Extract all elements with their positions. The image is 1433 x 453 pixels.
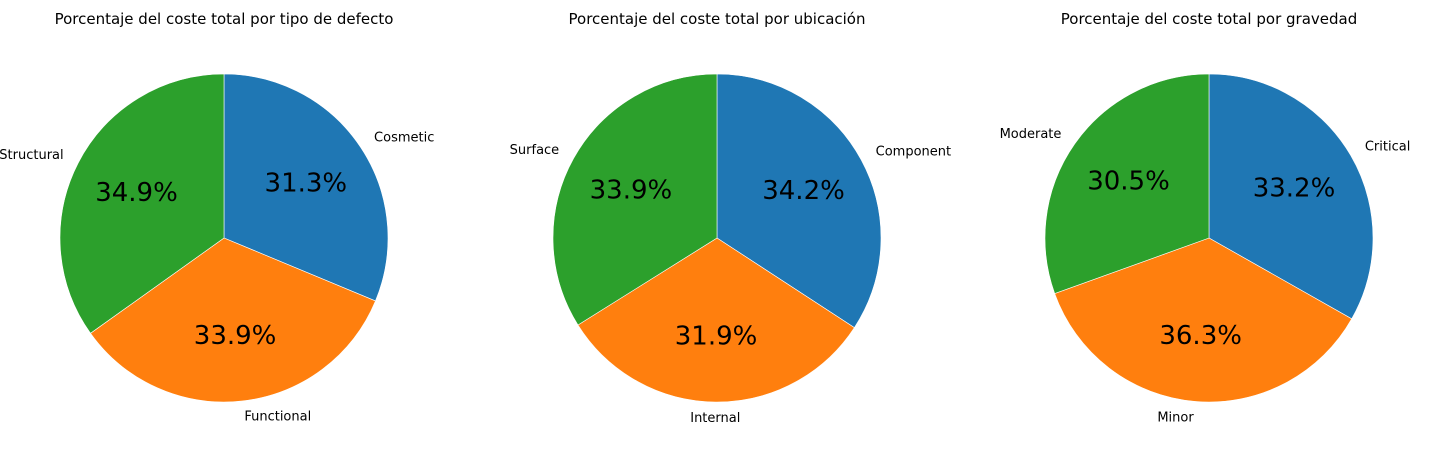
pie-percent-label: 34.9% xyxy=(95,178,178,208)
pie-slice-structural xyxy=(59,73,225,334)
pie-category-label: Functional xyxy=(244,410,311,425)
pie-percent-label: 31.3% xyxy=(265,168,348,198)
pie-category-label: Cosmetic xyxy=(374,130,434,145)
pie-chart-severity: Porcentaje del coste total por gravedad … xyxy=(1000,10,1411,425)
pie-slice-cosmetic xyxy=(223,73,389,302)
pie-slice-component xyxy=(716,73,882,329)
pie-percent-label: 31.9% xyxy=(675,321,758,351)
chart-title: Porcentaje del coste total por tipo de d… xyxy=(55,10,394,28)
pie-percent-label: 30.5% xyxy=(1087,166,1170,196)
pie-chart-location: Porcentaje del coste total por ubicación… xyxy=(510,10,951,426)
pie-slice-minor xyxy=(1054,237,1353,403)
chart-title: Porcentaje del coste total por gravedad xyxy=(1061,10,1357,28)
pie-category-label: Structural xyxy=(0,148,64,163)
pie-category-label: Moderate xyxy=(1000,127,1062,142)
pie-percent-label: 33.2% xyxy=(1253,173,1336,203)
pie-category-label: Minor xyxy=(1157,410,1194,425)
pie-slice-critical xyxy=(1208,73,1374,320)
pie-percent-label: 33.9% xyxy=(590,175,673,205)
pie-chart-defect-type: Porcentaje del coste total por tipo de d… xyxy=(0,10,434,425)
pie-category-label: Internal xyxy=(690,411,740,426)
pie-slice-surface xyxy=(552,73,718,326)
pie-category-label: Critical xyxy=(1365,140,1410,155)
pie-percent-label: 33.9% xyxy=(194,321,277,351)
chart-title: Porcentaje del coste total por ubicación xyxy=(569,10,866,28)
pie-slice-functional xyxy=(90,237,376,403)
pie-percent-label: 34.2% xyxy=(762,176,845,206)
pie-category-label: Component xyxy=(876,145,951,160)
pie-slice-internal xyxy=(577,237,855,403)
pie-percent-label: 36.3% xyxy=(1159,321,1242,351)
pie-category-label: Surface xyxy=(510,143,560,158)
pie-slice-moderate xyxy=(1044,73,1210,294)
